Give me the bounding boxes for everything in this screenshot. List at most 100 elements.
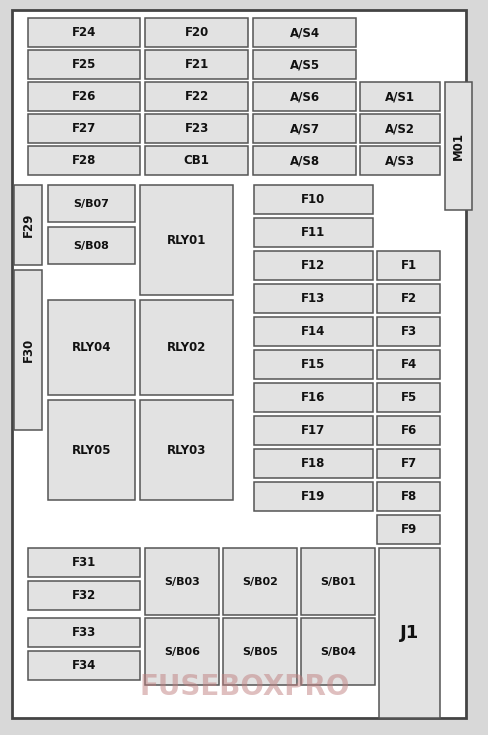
Bar	[48, 300, 135, 395]
Text: F10: F10	[301, 193, 325, 206]
Text: A/S7: A/S7	[289, 122, 319, 135]
Text: S/B03: S/B03	[164, 576, 200, 587]
Text: F12: F12	[301, 259, 325, 272]
Text: F3: F3	[400, 325, 416, 338]
Text: F16: F16	[301, 391, 325, 404]
Text: F19: F19	[301, 490, 325, 503]
Bar	[378, 548, 439, 718]
Bar	[140, 400, 232, 500]
Text: A/S1: A/S1	[384, 90, 414, 103]
Text: RLY01: RLY01	[166, 234, 206, 246]
Text: A/S5: A/S5	[289, 58, 319, 71]
Bar	[253, 185, 372, 214]
Text: J1: J1	[399, 624, 418, 642]
Text: A/S6: A/S6	[289, 90, 319, 103]
Bar	[253, 218, 372, 247]
Text: F25: F25	[72, 58, 96, 71]
Bar	[444, 82, 471, 210]
Bar	[301, 548, 374, 615]
Bar	[253, 449, 372, 478]
Bar	[253, 383, 372, 412]
Bar	[253, 350, 372, 379]
Text: F29: F29	[21, 213, 35, 237]
Bar	[253, 251, 372, 280]
Bar	[48, 227, 135, 264]
Text: F14: F14	[301, 325, 325, 338]
Bar	[252, 146, 355, 175]
Text: F9: F9	[400, 523, 416, 536]
Text: A/S8: A/S8	[289, 154, 319, 167]
Bar	[48, 185, 135, 222]
Bar	[253, 284, 372, 313]
Bar	[376, 383, 439, 412]
Text: F20: F20	[184, 26, 208, 39]
Text: F13: F13	[301, 292, 325, 305]
Bar	[253, 482, 372, 511]
Bar	[359, 82, 439, 111]
Text: RLY02: RLY02	[166, 341, 206, 354]
Text: S/B04: S/B04	[319, 647, 355, 656]
Text: F21: F21	[184, 58, 208, 71]
Bar	[28, 651, 140, 680]
Text: F32: F32	[72, 589, 96, 602]
Text: F27: F27	[72, 122, 96, 135]
Bar	[14, 185, 42, 265]
Bar	[223, 618, 296, 685]
Text: F24: F24	[72, 26, 96, 39]
Text: F23: F23	[184, 122, 208, 135]
Text: F5: F5	[400, 391, 416, 404]
Bar	[28, 114, 140, 143]
Text: M01: M01	[451, 132, 464, 160]
Text: S/B07: S/B07	[73, 198, 109, 209]
Text: F8: F8	[400, 490, 416, 503]
Bar	[140, 300, 232, 395]
Text: S/B05: S/B05	[242, 647, 277, 656]
Bar	[376, 515, 439, 544]
Text: A/S2: A/S2	[384, 122, 414, 135]
Bar	[28, 82, 140, 111]
Text: F11: F11	[301, 226, 325, 239]
Text: F34: F34	[72, 659, 96, 672]
Bar	[253, 317, 372, 346]
Bar	[145, 548, 219, 615]
Bar	[223, 548, 296, 615]
Bar	[359, 114, 439, 143]
Text: S/B01: S/B01	[320, 576, 355, 587]
Bar	[145, 82, 247, 111]
Text: F30: F30	[21, 338, 35, 362]
Text: F17: F17	[301, 424, 325, 437]
Bar	[28, 618, 140, 647]
Text: F1: F1	[400, 259, 416, 272]
Text: RLY04: RLY04	[72, 341, 111, 354]
Bar	[376, 251, 439, 280]
Bar	[301, 618, 374, 685]
Bar	[145, 618, 219, 685]
Bar	[252, 50, 355, 79]
Bar	[376, 317, 439, 346]
Bar	[28, 146, 140, 175]
Text: RLY05: RLY05	[72, 443, 111, 456]
Bar	[376, 350, 439, 379]
Text: F26: F26	[72, 90, 96, 103]
Text: CB1: CB1	[183, 154, 209, 167]
Text: F28: F28	[72, 154, 96, 167]
Bar	[48, 400, 135, 500]
Bar	[145, 18, 247, 47]
Text: F15: F15	[301, 358, 325, 371]
Bar	[145, 114, 247, 143]
Bar	[359, 146, 439, 175]
Text: F31: F31	[72, 556, 96, 569]
Text: F2: F2	[400, 292, 416, 305]
Bar	[28, 50, 140, 79]
Text: F7: F7	[400, 457, 416, 470]
Bar	[252, 82, 355, 111]
Text: F18: F18	[301, 457, 325, 470]
Bar	[252, 114, 355, 143]
Text: S/B02: S/B02	[242, 576, 277, 587]
Bar	[28, 18, 140, 47]
Bar	[140, 185, 232, 295]
Text: FUSEBOXPRO: FUSEBOXPRO	[139, 673, 349, 701]
Text: F4: F4	[400, 358, 416, 371]
Bar	[145, 146, 247, 175]
Bar	[145, 50, 247, 79]
